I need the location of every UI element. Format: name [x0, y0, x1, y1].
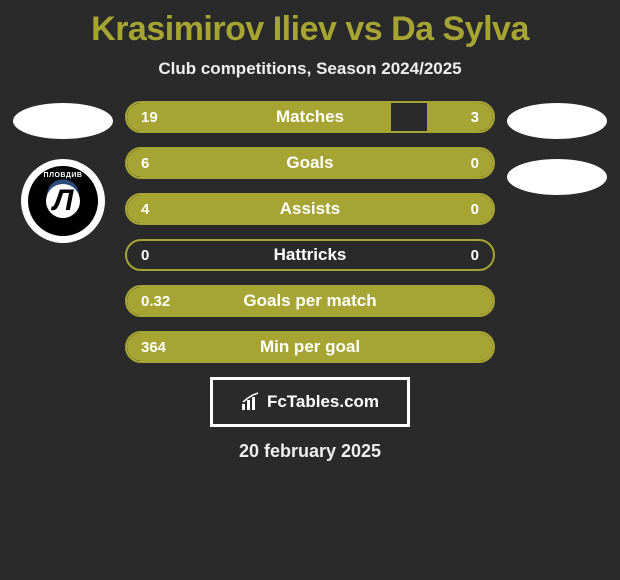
page-title: Krasimirov Iliev vs Da Sylva: [91, 10, 529, 49]
stat-row: 364Min per goal: [125, 331, 495, 363]
club-badge-glyph: Л: [46, 184, 80, 218]
stat-value-right: 0: [471, 155, 479, 172]
stat-label: Matches: [127, 107, 493, 127]
stat-value-right: 0: [471, 201, 479, 218]
left-player-column: ПЛОВДИВ Л: [13, 101, 113, 363]
stat-row: 0.32Goals per match: [125, 285, 495, 317]
stat-row: 4Assists0: [125, 193, 495, 225]
player-photo-placeholder-left: [13, 103, 113, 139]
date-text: 20 february 2025: [239, 441, 381, 462]
right-player-column: [507, 101, 607, 363]
stats-bars: 19Matches36Goals04Assists00Hattricks00.3…: [125, 101, 495, 363]
stat-label: Min per goal: [127, 337, 493, 357]
stat-row: 0Hattricks0: [125, 239, 495, 271]
player-photo-placeholder-right-2: [507, 159, 607, 195]
club-badge-left: ПЛОВДИВ Л: [21, 159, 105, 243]
stat-label: Hattricks: [127, 245, 493, 265]
comparison-card: Krasimirov Iliev vs Da Sylva Club compet…: [0, 0, 620, 462]
club-badge-inner: ПЛОВДИВ Л: [28, 166, 98, 236]
page-subtitle: Club competitions, Season 2024/2025: [158, 59, 461, 79]
stat-row: 19Matches3: [125, 101, 495, 133]
stat-value-right: 0: [471, 247, 479, 264]
stat-row: 6Goals0: [125, 147, 495, 179]
stat-label: Assists: [127, 199, 493, 219]
stat-value-right: 3: [471, 109, 479, 126]
club-badge-text: ПЛОВДИВ: [28, 172, 98, 179]
brand-box[interactable]: FcTables.com: [210, 377, 410, 427]
brand-text: FcTables.com: [267, 392, 379, 412]
stat-label: Goals: [127, 153, 493, 173]
chart-icon: [241, 392, 261, 412]
stat-label: Goals per match: [127, 291, 493, 311]
main-row: ПЛОВДИВ Л 19Matches36Goals04Assists00Hat…: [0, 101, 620, 363]
player-photo-placeholder-right-1: [507, 103, 607, 139]
